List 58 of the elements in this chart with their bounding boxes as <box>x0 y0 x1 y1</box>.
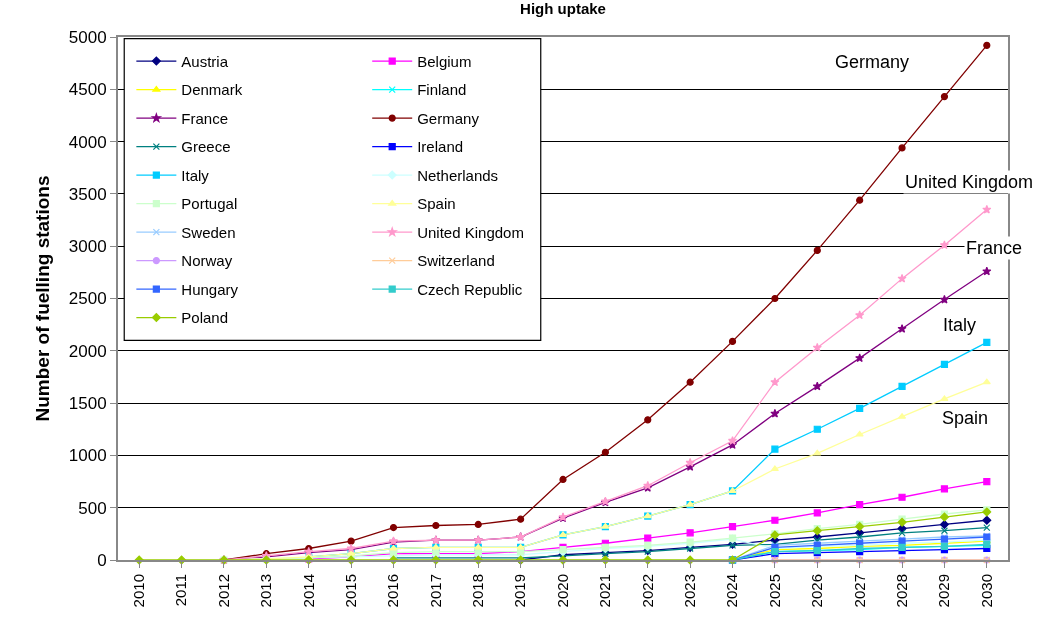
y-tick-label: 1000 <box>68 446 107 466</box>
x-tick-label: 2018 <box>469 574 487 608</box>
legend-label: Poland <box>181 309 229 327</box>
legend-label: Finland <box>417 81 467 99</box>
annotation: Germany <box>835 52 910 72</box>
x-tick-label: 2019 <box>511 574 529 608</box>
y-axis-title: Number of fuelling stations <box>32 175 54 422</box>
x-tick-label: 2016 <box>384 574 402 608</box>
x-tick-label: 2021 <box>596 574 614 608</box>
x-tick-label: 2026 <box>808 574 826 608</box>
x-tick-label: 2023 <box>681 574 699 608</box>
x-tick-label: 2013 <box>257 574 275 608</box>
legend-label: Sweden <box>181 223 236 241</box>
y-tick-label: 0 <box>97 550 107 570</box>
x-tick-label: 2010 <box>130 574 148 608</box>
legend-label: Spain <box>417 195 456 213</box>
annotation: France <box>966 238 1023 258</box>
y-tick-label: 3500 <box>68 184 107 204</box>
x-tick-label: 2028 <box>892 574 910 608</box>
x-tick-label: 2022 <box>638 574 656 608</box>
legend-label: Italy <box>181 166 210 184</box>
x-tick-label: 2012 <box>214 574 232 608</box>
x-tick-label: 2030 <box>977 574 995 608</box>
annotation: United Kingdom <box>905 172 1034 192</box>
x-tick-label: 2017 <box>426 574 444 608</box>
legend-label: Hungary <box>181 280 239 298</box>
chart-title: High uptake <box>520 0 606 18</box>
x-tick-label: 2027 <box>850 574 868 608</box>
x-tick-label: 2025 <box>765 574 783 608</box>
legend-label: United Kingdom <box>417 223 524 241</box>
x-tick-label: 2014 <box>299 574 317 608</box>
y-tick-label: 2500 <box>68 289 107 309</box>
x-tick-label: 2029 <box>935 574 953 608</box>
y-tick-label: 1500 <box>68 394 107 414</box>
y-tick-label: 4500 <box>68 80 107 100</box>
legend-label: France <box>181 109 229 127</box>
legend-label: Czech Republic <box>417 280 523 298</box>
legend-label: Netherlands <box>417 166 499 184</box>
annotation: Spain <box>942 408 989 428</box>
y-tick-label: 5000 <box>68 27 107 47</box>
x-tick-label: 2024 <box>723 574 741 608</box>
x-tick-label: 2011 <box>172 574 190 607</box>
legend-label: Switzerland <box>417 252 495 270</box>
legend-label: Austria <box>181 52 229 70</box>
y-tick-label: 4000 <box>68 132 107 152</box>
y-tick-label: 500 <box>78 498 107 518</box>
x-tick-label: 2020 <box>553 574 571 608</box>
x-tick-label: 2015 <box>341 574 359 608</box>
legend-label: Belgium <box>417 52 472 70</box>
y-tick-label: 2000 <box>68 341 107 361</box>
legend-label: Germany <box>417 109 480 127</box>
legend-label: Portugal <box>181 195 238 213</box>
legend-label: Greece <box>181 138 231 156</box>
legend-label: Norway <box>181 252 233 270</box>
y-tick-label: 3000 <box>68 237 107 257</box>
legend-label: Denmark <box>181 81 243 99</box>
annotation: Italy <box>943 315 977 335</box>
legend-label: Ireland <box>417 138 464 156</box>
